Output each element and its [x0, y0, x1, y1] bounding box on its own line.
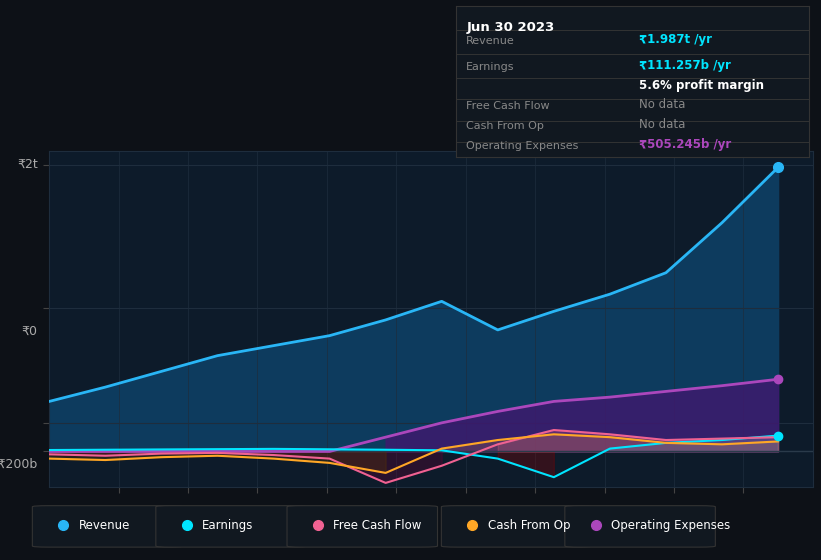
Text: Jun 30 2023: Jun 30 2023	[466, 21, 554, 34]
FancyBboxPatch shape	[565, 506, 715, 547]
Text: Operating Expenses: Operating Expenses	[611, 519, 731, 532]
FancyBboxPatch shape	[442, 506, 592, 547]
Text: No data: No data	[640, 118, 686, 131]
Text: No data: No data	[640, 99, 686, 111]
Text: ₹0: ₹0	[22, 324, 38, 338]
FancyBboxPatch shape	[287, 506, 438, 547]
Text: Cash From Op: Cash From Op	[466, 121, 544, 131]
Text: -₹200b: -₹200b	[0, 458, 38, 470]
Text: Revenue: Revenue	[466, 36, 515, 46]
Text: Earnings: Earnings	[466, 62, 515, 72]
Text: ₹2t: ₹2t	[17, 158, 38, 171]
Text: Operating Expenses: Operating Expenses	[466, 141, 579, 151]
Text: ₹111.257b /yr: ₹111.257b /yr	[640, 59, 732, 72]
Text: Free Cash Flow: Free Cash Flow	[333, 519, 422, 532]
Text: ₹505.245b /yr: ₹505.245b /yr	[640, 138, 732, 151]
Text: Free Cash Flow: Free Cash Flow	[466, 101, 550, 111]
Text: Earnings: Earnings	[202, 519, 254, 532]
FancyBboxPatch shape	[32, 506, 183, 547]
FancyBboxPatch shape	[156, 506, 306, 547]
Text: 5.6% profit margin: 5.6% profit margin	[640, 79, 764, 92]
Text: Revenue: Revenue	[79, 519, 130, 532]
Text: Cash From Op: Cash From Op	[488, 519, 570, 532]
Text: ₹1.987t /yr: ₹1.987t /yr	[640, 34, 713, 46]
